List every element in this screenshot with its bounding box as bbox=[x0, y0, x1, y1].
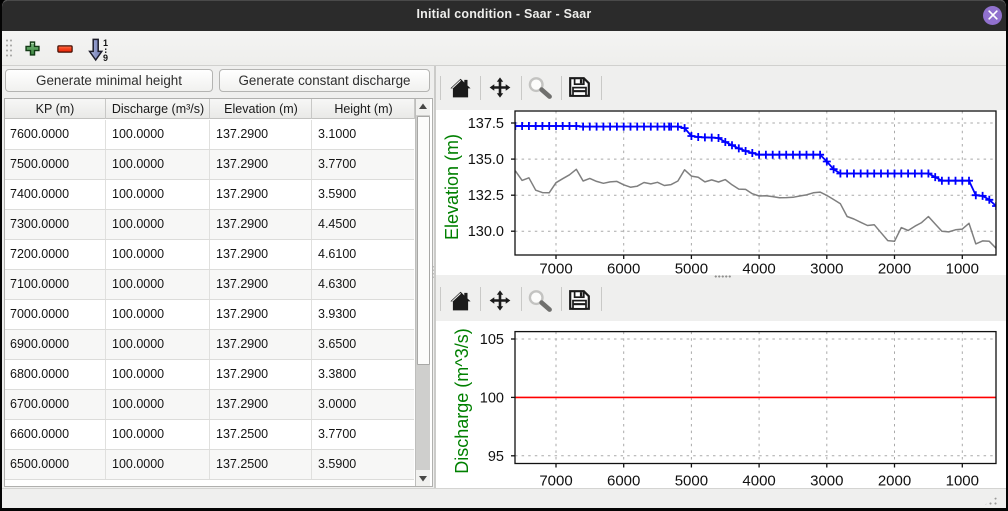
svg-text:Discharge (m^3/s): Discharge (m^3/s) bbox=[452, 328, 472, 473]
svg-text:7000: 7000 bbox=[539, 261, 572, 276]
svg-text:4000: 4000 bbox=[742, 261, 775, 276]
svg-text:135.0: 135.0 bbox=[468, 152, 504, 168]
svg-text:137.5: 137.5 bbox=[468, 116, 504, 132]
svg-text:2000: 2000 bbox=[878, 473, 911, 489]
svg-text:6000: 6000 bbox=[607, 473, 640, 489]
svg-text:1000: 1000 bbox=[946, 261, 979, 276]
svg-text:5000: 5000 bbox=[675, 261, 708, 276]
svg-text:7000: 7000 bbox=[539, 473, 572, 489]
svg-text:1000: 1000 bbox=[946, 473, 979, 489]
svg-text:3000: 3000 bbox=[810, 261, 843, 276]
svg-text:132.5: 132.5 bbox=[468, 188, 504, 204]
svg-text:2000: 2000 bbox=[878, 261, 911, 276]
svg-text:95: 95 bbox=[488, 449, 504, 465]
svg-text:5000: 5000 bbox=[675, 473, 708, 489]
svg-text:Elevation (m): Elevation (m) bbox=[442, 134, 462, 240]
svg-text:9: 9 bbox=[103, 53, 108, 62]
svg-text:3000: 3000 bbox=[810, 473, 843, 489]
svg-text:130.0: 130.0 bbox=[468, 224, 504, 240]
svg-text:100: 100 bbox=[480, 390, 504, 406]
svg-text:6000: 6000 bbox=[607, 261, 640, 276]
svg-text:1: 1 bbox=[103, 38, 108, 48]
svg-text:105: 105 bbox=[480, 332, 504, 348]
svg-text:4000: 4000 bbox=[742, 473, 775, 489]
